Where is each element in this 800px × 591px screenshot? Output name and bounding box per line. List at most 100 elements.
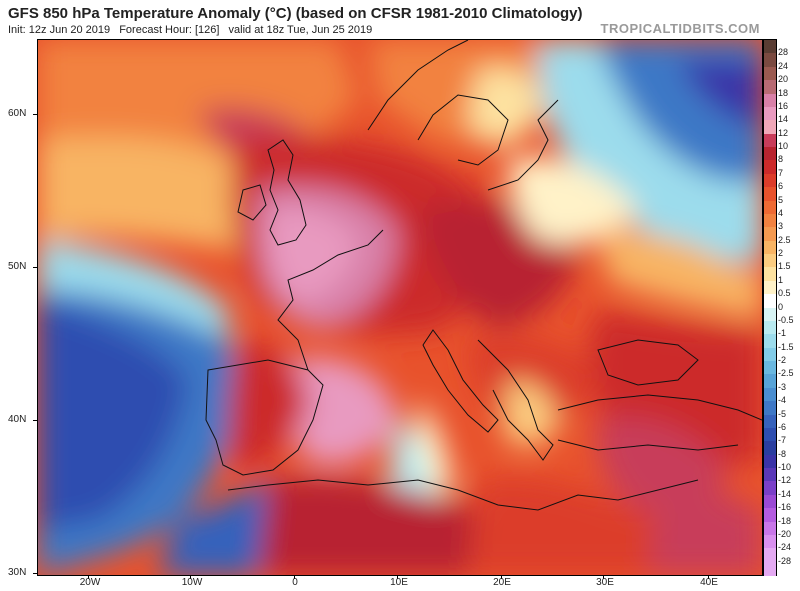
color-scale-label: -5 bbox=[778, 408, 787, 419]
color-scale-cell bbox=[764, 133, 776, 148]
color-scale-label: 2 bbox=[778, 248, 784, 258]
forecast-hour: Forecast Hour: [126] bbox=[119, 24, 220, 36]
color-scale-cell bbox=[764, 106, 776, 121]
lat-tick bbox=[33, 114, 37, 115]
map-canvas bbox=[38, 40, 762, 575]
lon-tick bbox=[603, 575, 604, 579]
color-scale-label: -12 bbox=[778, 475, 792, 486]
color-scale-cell bbox=[764, 80, 776, 95]
color-scale-label: 20 bbox=[778, 74, 789, 85]
color-scale-label: 28 bbox=[778, 47, 789, 58]
color-scale-cell bbox=[764, 173, 776, 188]
lon-label: 20E bbox=[493, 577, 511, 588]
color-scale-cell bbox=[764, 227, 776, 242]
color-scale-label: -6 bbox=[778, 421, 787, 432]
color-scale-cell bbox=[764, 240, 776, 255]
color-scale-cell bbox=[764, 494, 776, 509]
color-scale-cell bbox=[764, 120, 776, 135]
color-scale-label: 18 bbox=[778, 87, 789, 98]
color-scale-label: -0.5 bbox=[778, 314, 794, 325]
lat-label: 50N bbox=[8, 261, 27, 272]
color-scale-cell bbox=[764, 468, 776, 482]
color-scale-cell bbox=[764, 200, 776, 215]
map-title: GFS 850 hPa Temperature Anomaly (°C) (ba… bbox=[8, 5, 583, 22]
lon-tick bbox=[708, 575, 709, 579]
color-scale-cell bbox=[764, 254, 776, 268]
anomaly-field bbox=[38, 40, 762, 575]
color-scale-label: 12 bbox=[778, 127, 789, 138]
lon-label: 10E bbox=[390, 577, 408, 588]
color-scale-label: -2 bbox=[778, 355, 787, 365]
color-scale-label: 16 bbox=[778, 100, 789, 111]
color-scale-label: -1 bbox=[778, 328, 787, 339]
init-time: Init: 12z Jun 20 2019 bbox=[8, 24, 111, 36]
color-scale-cell bbox=[764, 53, 776, 68]
valid-time: valid at 18z Tue, Jun 25 2019 bbox=[228, 24, 373, 36]
lon-tick bbox=[501, 575, 502, 579]
color-scale-label: 6 bbox=[778, 181, 784, 192]
color-scale-cell bbox=[764, 521, 776, 536]
color-scale-label: -10 bbox=[778, 462, 792, 472]
color-scale-label: 7 bbox=[778, 167, 784, 178]
color-scale-label: -2.5 bbox=[778, 368, 794, 379]
color-scale-cell bbox=[764, 66, 776, 81]
coastlines bbox=[205, 40, 762, 511]
color-scale-bar bbox=[763, 39, 777, 576]
color-scale-cell bbox=[764, 454, 776, 469]
color-scale-cell bbox=[764, 307, 776, 322]
color-scale-label: -18 bbox=[778, 515, 792, 526]
lat-label: 60N bbox=[8, 108, 27, 119]
color-scale-cell bbox=[764, 361, 776, 375]
color-scale-label: 4 bbox=[778, 207, 784, 218]
color-scale-label: -20 bbox=[778, 528, 792, 539]
color-scale-label: 2.5 bbox=[778, 234, 791, 245]
lat-label: 30N bbox=[8, 567, 27, 578]
color-scale-cell bbox=[764, 93, 776, 108]
color-scale-cell bbox=[764, 508, 776, 523]
color-scale-label: -14 bbox=[778, 488, 792, 499]
color-scale-label: 5 bbox=[778, 194, 784, 205]
color-scale-label: 0 bbox=[778, 301, 784, 312]
color-scale-label: -7 bbox=[778, 435, 787, 446]
color-scale-label: -8 bbox=[778, 448, 787, 459]
color-scale-cell bbox=[764, 374, 776, 389]
color-scale-cell bbox=[764, 294, 776, 309]
color-scale-cell bbox=[764, 561, 776, 576]
color-scale-label: 1.5 bbox=[778, 261, 791, 272]
forecast-info: Init: 12z Jun 20 2019 Forecast Hour: [12… bbox=[8, 24, 378, 36]
color-scale-cell bbox=[764, 441, 776, 456]
color-scale-cell bbox=[764, 147, 776, 161]
lon-tick bbox=[88, 575, 89, 579]
site-brand: TROPICALTIDBITS.COM bbox=[600, 21, 760, 36]
color-scale-label: -28 bbox=[778, 555, 792, 566]
lat-tick bbox=[33, 267, 37, 268]
color-scale-label: -24 bbox=[778, 542, 792, 553]
lon-label: 40E bbox=[700, 577, 718, 588]
anomaly-map bbox=[37, 39, 763, 576]
color-scale-label: 8 bbox=[778, 154, 784, 165]
color-scale-label: 14 bbox=[778, 114, 789, 125]
color-scale-cell bbox=[764, 280, 776, 295]
color-scale-cell bbox=[764, 213, 776, 228]
color-scale-cell bbox=[764, 187, 776, 202]
lat-label: 40N bbox=[8, 414, 27, 425]
color-scale-label: 0.5 bbox=[778, 288, 791, 299]
color-scale-cell bbox=[764, 160, 776, 175]
color-scale-label: -4 bbox=[778, 395, 787, 406]
color-scale-cell bbox=[764, 481, 776, 496]
lat-tick bbox=[33, 420, 37, 421]
color-scale-label: 10 bbox=[778, 141, 789, 151]
color-scale-label: 24 bbox=[778, 60, 789, 71]
lon-label: 10W bbox=[181, 577, 203, 588]
lon-tick bbox=[190, 575, 191, 579]
lon-label: 0 bbox=[292, 577, 298, 588]
color-scale-cell bbox=[764, 414, 776, 429]
color-scale-cell bbox=[764, 334, 776, 349]
color-scale-cell bbox=[764, 387, 776, 402]
color-scale-label: 3 bbox=[778, 221, 784, 232]
color-scale-cell bbox=[764, 347, 776, 362]
color-scale-label: -3 bbox=[778, 381, 787, 392]
color-scale-cell bbox=[764, 427, 776, 442]
color-scale-label: -1.5 bbox=[778, 341, 794, 352]
color-scale-cell bbox=[764, 548, 776, 563]
